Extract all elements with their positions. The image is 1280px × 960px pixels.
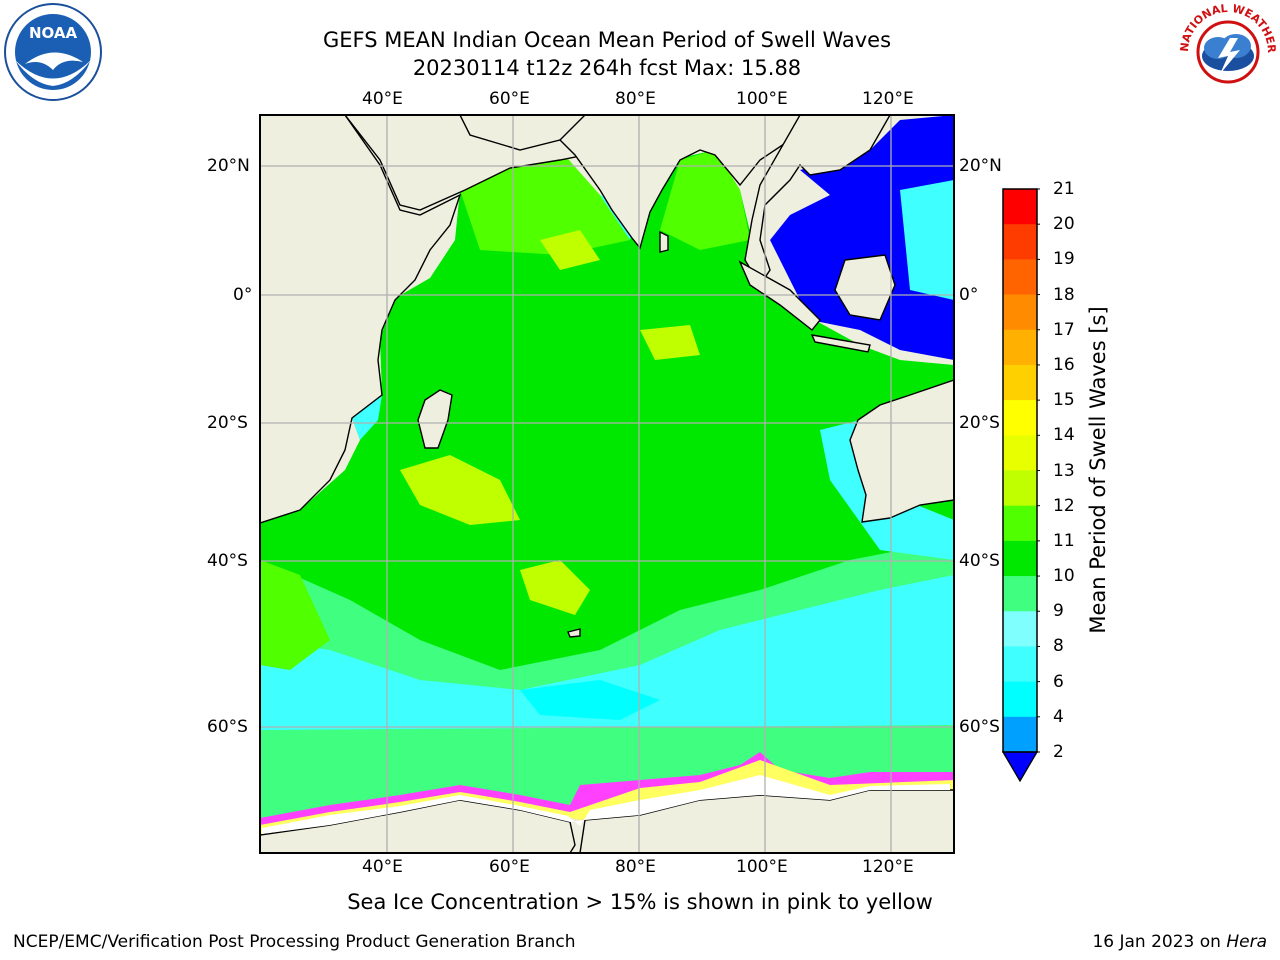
colorbar-tick-label: 13 bbox=[1053, 460, 1075, 481]
landmass-borneo bbox=[834, 254, 896, 321]
colorbar-segment bbox=[1003, 681, 1037, 718]
landmass-sri-lanka bbox=[659, 230, 669, 253]
colorbar bbox=[1001, 188, 1040, 783]
colorbar-segment bbox=[1003, 259, 1037, 296]
colorbar-segment bbox=[1003, 540, 1037, 577]
lon-label-bottom-100e: 100°E bbox=[736, 857, 788, 877]
lon-label-top-80e: 80°E bbox=[615, 89, 656, 109]
lat-label-right-0: 0° bbox=[959, 285, 979, 305]
colorbar-tick-label: 15 bbox=[1053, 390, 1075, 411]
ocean-patch-1 bbox=[400, 455, 520, 525]
lon-label-bottom-80e: 80°E bbox=[615, 857, 656, 877]
colorbar-segment bbox=[1003, 435, 1037, 471]
lon-label-top-100e: 100°E bbox=[736, 89, 788, 109]
landmass-arabia bbox=[344, 115, 587, 211]
ocean-patch-2 bbox=[520, 560, 590, 615]
footer-credit: NCEP/EMC/Verification Post Processing Pr… bbox=[13, 932, 576, 952]
colorbar-segment bbox=[1003, 364, 1037, 401]
colorbar-segment bbox=[1003, 505, 1037, 542]
lat-label-right-20n: 20°N bbox=[959, 156, 1002, 176]
colorbar-tick-label: 9 bbox=[1053, 601, 1064, 622]
chart-subtitle: 20230114 t12z 264h fcst Max: 15.88 bbox=[412, 56, 802, 80]
nws-logo: NATIONAL WEATHER SERVICE bbox=[1178, 2, 1278, 99]
noaa-logo: NOAA bbox=[4, 3, 102, 101]
colorbar-tick-label: 12 bbox=[1053, 495, 1075, 516]
landmass-sumatra bbox=[738, 260, 821, 331]
sea-ice-white bbox=[262, 775, 950, 834]
colorbar-tick-label: 18 bbox=[1053, 284, 1075, 305]
ocean-region-cyan bbox=[260, 575, 954, 730]
footer-date: 16 Jan 2023 on Hera bbox=[1092, 932, 1267, 952]
colorbar-tick-label: 6 bbox=[1053, 671, 1064, 692]
lon-label-top-60e: 60°E bbox=[489, 89, 530, 109]
colorbar-tick-label: 14 bbox=[1053, 425, 1075, 446]
colorbar-segment bbox=[1003, 611, 1037, 647]
colorbar-tick-label: 2 bbox=[1053, 742, 1064, 762]
ocean-patch-west bbox=[260, 560, 330, 670]
lat-label-left-0: 0° bbox=[233, 285, 253, 305]
map-frame bbox=[259, 114, 955, 854]
lat-label-left-40s: 40°S bbox=[207, 551, 248, 571]
colorbar-tick-label: 11 bbox=[1053, 530, 1075, 551]
chart-title: GEFS MEAN Indian Ocean Mean Period of Sw… bbox=[322, 28, 892, 52]
ocean-patch-3 bbox=[640, 325, 700, 360]
lat-label-left-20s: 20°S bbox=[207, 413, 248, 433]
landmass-java bbox=[810, 334, 871, 353]
landmass-india bbox=[559, 115, 801, 250]
colorbar-segment bbox=[1003, 224, 1037, 260]
colorbar-tick-label: 20 bbox=[1053, 214, 1075, 235]
lon-label-top-40e: 40°E bbox=[362, 89, 403, 109]
ocean-coast-africa bbox=[352, 395, 382, 440]
colorbar-tick-label: 16 bbox=[1053, 354, 1075, 375]
sea-ice-note: Sea Ice Concentration > 15% is shown in … bbox=[347, 890, 933, 914]
colorbar-extend-low bbox=[1001, 751, 1039, 783]
colorbar-tick-label: 4 bbox=[1053, 706, 1064, 727]
colorbar-segment bbox=[1003, 716, 1037, 753]
colorbar-label: Mean Period of Swell Waves [s] bbox=[1086, 306, 1110, 634]
ocean-region-indonesia-light bbox=[900, 180, 954, 300]
ocean-region-bengal bbox=[660, 150, 750, 250]
footer-host: Hera bbox=[1226, 932, 1267, 952]
lat-label-right-60s: 60°S bbox=[959, 717, 1000, 737]
lon-label-bottom-40e: 40°E bbox=[362, 857, 403, 877]
lat-label-left-20n: 20°N bbox=[207, 156, 250, 176]
ocean-patch-4 bbox=[540, 230, 600, 270]
ocean-region-arabian bbox=[460, 150, 630, 255]
landmass-madagascar bbox=[417, 389, 453, 449]
colorbar-segment bbox=[1003, 576, 1037, 612]
colorbar-segment bbox=[1003, 470, 1037, 507]
ocean-region-cyan-deep bbox=[520, 680, 660, 720]
landmass-kerguelen bbox=[567, 628, 581, 638]
lat-label-right-20s: 20°S bbox=[959, 413, 1000, 433]
colorbar-tick-label: 8 bbox=[1053, 636, 1064, 657]
lon-label-bottom-120e: 120°E bbox=[862, 857, 914, 877]
colorbar-tick-label: 19 bbox=[1053, 249, 1075, 270]
colorbar-segment bbox=[1003, 400, 1037, 436]
graticule bbox=[260, 115, 954, 853]
landmass-africa bbox=[260, 115, 462, 524]
colorbar-tick-label: 21 bbox=[1053, 179, 1075, 199]
lon-label-bottom-60e: 60°E bbox=[489, 857, 530, 877]
colorbar-segment bbox=[1003, 294, 1037, 331]
lat-label-left-60s: 60°S bbox=[207, 717, 248, 737]
colorbar-segment bbox=[1003, 189, 1037, 225]
sea-ice-band-yellow bbox=[260, 760, 954, 835]
footer-date-text: 16 Jan 2023 on bbox=[1092, 932, 1227, 952]
colorbar-tick-label: 10 bbox=[1053, 566, 1075, 587]
landmass-australia bbox=[849, 379, 954, 523]
land-masses bbox=[260, 115, 954, 853]
noaa-logo-text: NOAA bbox=[29, 24, 78, 42]
lat-label-right-40s: 40°S bbox=[959, 551, 1000, 571]
colorbar-tick-label: 17 bbox=[1053, 319, 1075, 340]
colorbar-segment bbox=[1003, 646, 1037, 683]
colorbar-segment bbox=[1003, 329, 1037, 366]
ocean-region-indonesia bbox=[770, 115, 954, 360]
lon-label-top-120e: 120°E bbox=[862, 89, 914, 109]
